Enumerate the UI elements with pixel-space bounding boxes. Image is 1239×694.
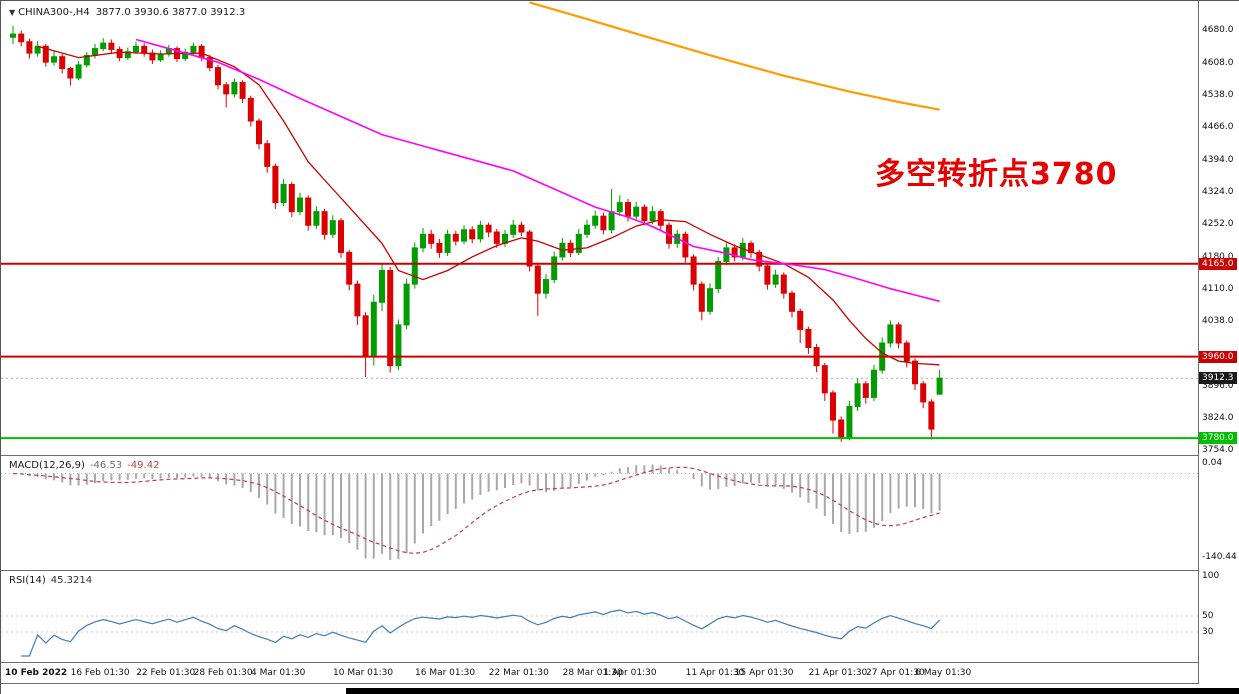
price-axis[interactable]: 4680.0 4608.0 4538.0 4466.0 4394.0 4324.0 4252… (1198, 1, 1239, 684)
axis-tick-label: 4394.0 (1202, 155, 1234, 165)
ohlc-values: 3877.0 3930.6 3877.0 3912.3 (95, 7, 246, 18)
macd-value-main: -46.53 (89, 460, 123, 471)
axis-tick-label: 3824.0 (1202, 413, 1234, 424)
axis-tick-label: 30 (1202, 627, 1214, 637)
panel-divider[interactable] (1, 455, 1239, 456)
rsi-panel-canvas[interactable] (1, 571, 1198, 662)
macd-signal-line (12, 466, 940, 554)
ma-red (37, 45, 940, 366)
chart-collapse-icon[interactable]: ▼ (9, 8, 16, 17)
axis-tick-label: 4180.0 (1202, 252, 1234, 262)
rsi-value: 45.3214 (50, 575, 93, 586)
time-tick-label: 28 Mar 01:30 (562, 668, 623, 678)
time-tick-label: 27 Apr 01:30 (866, 668, 925, 678)
axis-tick-label: 100 (1202, 571, 1220, 581)
axis-tick-label: -140.44 (1202, 552, 1237, 562)
axis-tick-label: 4680.0 (1202, 25, 1234, 36)
panel-divider[interactable] (1, 662, 1239, 663)
axis-tick-label: 4110.0 (1202, 283, 1234, 294)
macd-indicator-label: MACD(12,26,9) -46.53 -49.42 (9, 460, 159, 471)
axis-tick-label: 4038.0 (1202, 316, 1234, 327)
time-tick-label: 15 Apr 01:30 (734, 668, 794, 678)
candles (10, 25, 943, 442)
time-tick-label: 21 Apr 01:30 (808, 668, 868, 678)
symbol-timeframe-label: CHINA300-,H4 (18, 7, 90, 18)
macd-histogram (20, 464, 941, 560)
axis-tick-label: 4608.0 (1202, 58, 1234, 69)
price-level-label: 4165.0 (1199, 257, 1237, 270)
axis-tick-label: 4538.0 (1202, 89, 1234, 100)
time-tick-label: 22 Mar 01:30 (488, 668, 549, 678)
time-axis[interactable]: 10 Feb 2022 16 Feb 01:30 22 Feb 01:30 28 Fe… (1, 664, 1198, 683)
axis-tick-label: 4324.0 (1202, 186, 1234, 197)
axis-tick-label: 3754.0 (1202, 444, 1234, 455)
time-tick-label: 6 May 01:30 (915, 668, 972, 678)
price-chart-canvas[interactable] (1, 1, 1198, 455)
ma-orange (529, 1, 940, 111)
time-tick-label: 10 Feb 2022 (5, 668, 68, 678)
time-tick-label: 4 Mar 01:30 (251, 668, 306, 678)
time-tick-label: 16 Feb 01:30 (70, 668, 130, 678)
price-level-label: 3960.0 (1199, 350, 1237, 363)
symbol-ohlc-header: ▼ CHINA300-,H4 3877.0 3930.6 3877.0 3912.3 (9, 7, 245, 18)
rsi-indicator-label: RSI(14) 45.3214 (9, 575, 92, 586)
price-level-label: 3912.3 (1199, 372, 1237, 385)
rsi-line (21, 609, 941, 657)
axis-tick-label: 3896.0 (1202, 380, 1234, 391)
panel-divider[interactable] (1, 570, 1239, 571)
time-tick-label: 16 Mar 01:30 (415, 668, 476, 678)
axis-tick-label: 50 (1202, 611, 1214, 621)
macd-value-signal: -49.42 (127, 460, 160, 471)
time-tick-label: 22 Feb 01:30 (136, 668, 196, 678)
price-level-label: 3780.0 (1199, 432, 1237, 445)
axis-tick-label: 0.04 (1202, 458, 1223, 468)
time-tick-label: 10 Mar 01:30 (333, 668, 394, 678)
taskbar-strip (346, 688, 1239, 694)
time-tick-label: 28 Feb 01:30 (193, 668, 253, 678)
rsi-name: RSI(14) (9, 575, 46, 586)
time-tick-label: 1 Apr 01:30 (603, 668, 657, 678)
panel-divider (1, 683, 1239, 684)
macd-name: MACD(12,26,9) (9, 460, 85, 471)
annotation-text: 多空转折点3780 (875, 157, 1118, 192)
ma-magenta (135, 38, 940, 303)
axis-tick-label: 4466.0 (1202, 122, 1234, 133)
time-tick-label: 11 Apr 01:30 (685, 668, 745, 678)
axis-tick-label: 4252.0 (1202, 219, 1234, 230)
macd-panel-canvas[interactable] (1, 456, 1198, 570)
